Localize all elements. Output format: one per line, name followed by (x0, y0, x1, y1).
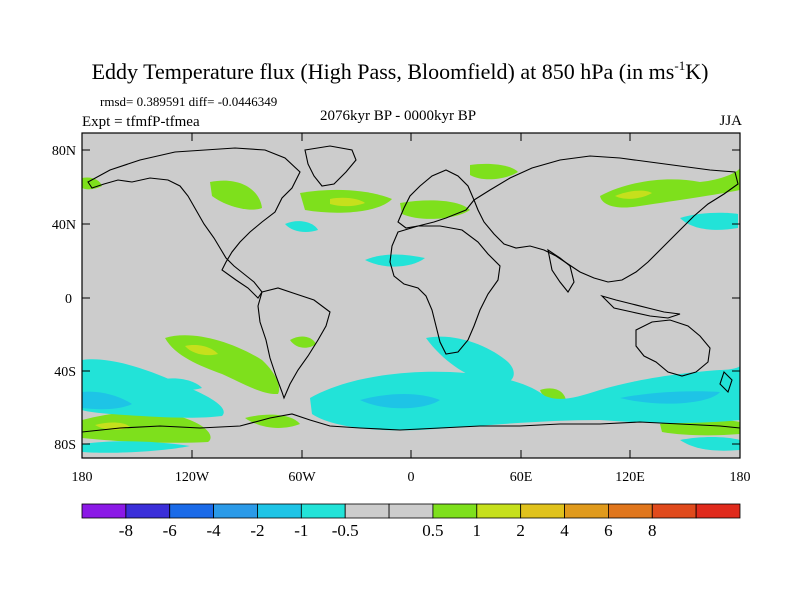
lat-labels: 80N 40N 0 40S 80S (52, 144, 76, 453)
colorbar-label: 8 (648, 521, 657, 540)
colorbar-swatch (651, 503, 697, 519)
colorbar-labels: -8 -6 -4 -2 -1 -0.5 0.5 1 2 4 6 8 (119, 521, 657, 540)
title-superscript: -1 (674, 58, 686, 73)
negative-anomaly-region (680, 437, 740, 451)
negative-anomaly-region (310, 366, 740, 431)
positive-anomaly-region (615, 190, 652, 199)
positive-anomaly-region (660, 419, 740, 436)
coast-antarctica (82, 413, 740, 433)
lat-label: 40N (52, 218, 76, 233)
coast-asia (473, 155, 739, 283)
axis-ticks (81, 133, 741, 458)
colorbar-swatch (213, 503, 258, 519)
lon-label: 180 (72, 470, 93, 485)
positive-anomaly-region (290, 336, 316, 348)
colorbar-swatch (300, 503, 346, 519)
negative-anomaly-region (680, 212, 738, 230)
contour-fields (82, 163, 740, 453)
positive-anomaly-region (185, 344, 218, 356)
lat-label: 80S (54, 438, 76, 453)
coastlines (82, 145, 740, 433)
lon-label: 120W (175, 470, 210, 485)
lon-label: 120E (615, 470, 645, 485)
lon-labels: 180 120W 60W 0 60E 120E 180 (72, 470, 751, 485)
positive-anomaly-region (245, 414, 300, 428)
coast-africa (389, 225, 501, 355)
colorbar-swatch (344, 503, 390, 519)
negative-anomaly-region (365, 254, 425, 267)
colorbar-label: 4 (560, 521, 569, 540)
coast-india (547, 248, 575, 293)
negative-anomaly-region (360, 394, 440, 409)
colorbar-swatch (608, 503, 653, 519)
positive-anomaly-region (210, 180, 262, 210)
lon-label: 60W (288, 470, 316, 485)
positive-anomaly-region (400, 200, 470, 219)
colorbar-swatch (257, 503, 302, 519)
stats-text: rmsd= 0.389591 diff= -0.0446349 (100, 94, 278, 109)
title-prefix: Eddy Temperature flux (High Pass, Bloomf… (91, 59, 675, 84)
positive-anomaly-region (470, 163, 518, 180)
colorbar-label: 1 (473, 521, 482, 540)
season-label: JJA (719, 113, 742, 129)
lat-label: 80N (52, 144, 76, 159)
period-label: 2076kyr BP - 0000kyr BP (320, 108, 477, 124)
colorbar-swatch (520, 503, 565, 519)
lon-label: 180 (730, 470, 751, 485)
colorbar-label: -2 (250, 521, 264, 540)
colorbar-label: -6 (163, 521, 177, 540)
positive-anomaly-region (330, 197, 365, 207)
colorbar (81, 503, 741, 519)
lat-label: 40S (54, 365, 76, 380)
colorbar-label: 2 (516, 521, 525, 540)
negative-anomaly-region (82, 391, 132, 410)
colorbar-label: 0.5 (422, 521, 443, 540)
negative-anomaly-region (426, 336, 514, 385)
negative-anomaly-region (82, 441, 190, 453)
colorbar-label: -1 (294, 521, 308, 540)
colorbar-swatch (125, 503, 171, 519)
colorbar-swatch (432, 503, 478, 519)
colorbar-swatch (169, 503, 214, 519)
colorbar-swatch (476, 503, 522, 519)
lon-label: 0 (408, 470, 415, 485)
chart-title: Eddy Temperature flux (High Pass, Bloomf… (0, 58, 800, 85)
coast-south-america (257, 287, 331, 400)
negative-anomaly-region (160, 378, 202, 390)
coast-new-zealand (719, 370, 733, 394)
negative-anomaly-region (620, 391, 720, 404)
colorbar-swatch (564, 503, 609, 519)
coast-indonesia (600, 294, 681, 319)
colorbar-label: 6 (604, 521, 613, 540)
title-suffix: K) (685, 59, 709, 84)
lon-label: 60E (510, 470, 533, 485)
colorbar-label: -0.5 (332, 521, 359, 540)
experiment-label: Expt = tfmfP-tfmea (82, 114, 200, 130)
lat-label: 0 (65, 292, 72, 307)
colorbar-label: -4 (207, 521, 222, 540)
coast-australia (635, 319, 711, 377)
colorbar-swatch (388, 503, 434, 519)
colorbar-label: -8 (119, 521, 133, 540)
coast-europe (397, 169, 475, 229)
coast-north-america (87, 147, 301, 299)
coast-greenland (304, 145, 357, 187)
negative-anomaly-region (285, 221, 318, 232)
colorbar-swatch (695, 503, 741, 519)
positive-anomaly-region (82, 411, 211, 443)
colorbar-swatch (81, 503, 127, 519)
